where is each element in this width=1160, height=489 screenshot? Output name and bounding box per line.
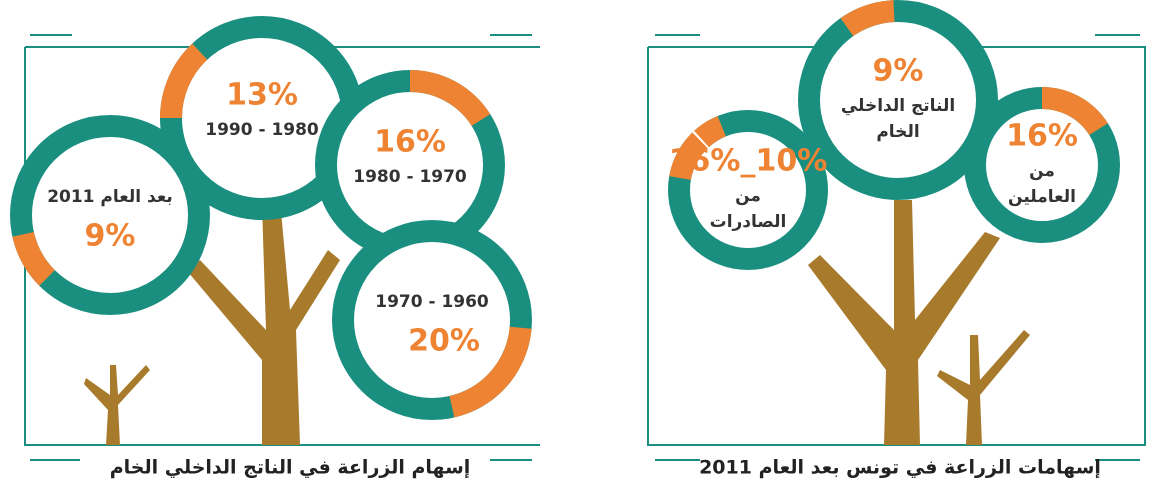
rings: بعد العام 2011 9% 1990 - 1980 13% 1980 - 197… bbox=[10, 0, 1120, 420]
ring-label: العاملين bbox=[1008, 187, 1076, 207]
panel-title: إسهام الزراعة في الناتج الداخلي الخام bbox=[110, 457, 471, 479]
ring-share bbox=[667, 110, 828, 270]
ring-label: من bbox=[1029, 161, 1055, 181]
ring bbox=[332, 220, 532, 420]
ring-value: 16%_10% bbox=[669, 144, 828, 179]
ring-value: 16% bbox=[374, 125, 446, 160]
ring-label: 1970 - 1960 bbox=[375, 292, 489, 312]
tree-right bbox=[808, 200, 1000, 445]
ring-value: 16% bbox=[1006, 119, 1078, 154]
ring-label: الصادرات bbox=[710, 212, 787, 232]
ring-value: 13% bbox=[226, 78, 298, 113]
ring-label: 1980 - 1970 bbox=[353, 167, 467, 187]
ring-share bbox=[798, 0, 998, 200]
ring-label: بعد العام 2011 bbox=[47, 187, 173, 207]
ring-share bbox=[10, 115, 211, 316]
ring-share bbox=[160, 16, 364, 220]
ring-share bbox=[332, 220, 532, 420]
ring-label: الخام bbox=[876, 122, 919, 142]
tree-left bbox=[188, 200, 340, 445]
panel-title: إسهامات الزراعة في تونس بعد العام 2011 bbox=[699, 457, 1101, 479]
ring-share bbox=[315, 70, 505, 260]
trees bbox=[84, 200, 1030, 445]
ring-label: 1990 - 1980 bbox=[205, 120, 319, 140]
ring bbox=[798, 0, 998, 200]
ring-label: من bbox=[735, 186, 761, 206]
ring-label: الناتج الداخلي bbox=[841, 96, 955, 116]
small-tree bbox=[84, 365, 150, 445]
ring-value: 20% bbox=[408, 324, 480, 359]
ring-value: 9% bbox=[873, 54, 924, 89]
ring-share bbox=[964, 87, 1120, 243]
ring bbox=[668, 110, 828, 270]
ring-value: 9% bbox=[85, 219, 136, 254]
ring bbox=[10, 115, 210, 315]
small-tree bbox=[937, 330, 1030, 445]
